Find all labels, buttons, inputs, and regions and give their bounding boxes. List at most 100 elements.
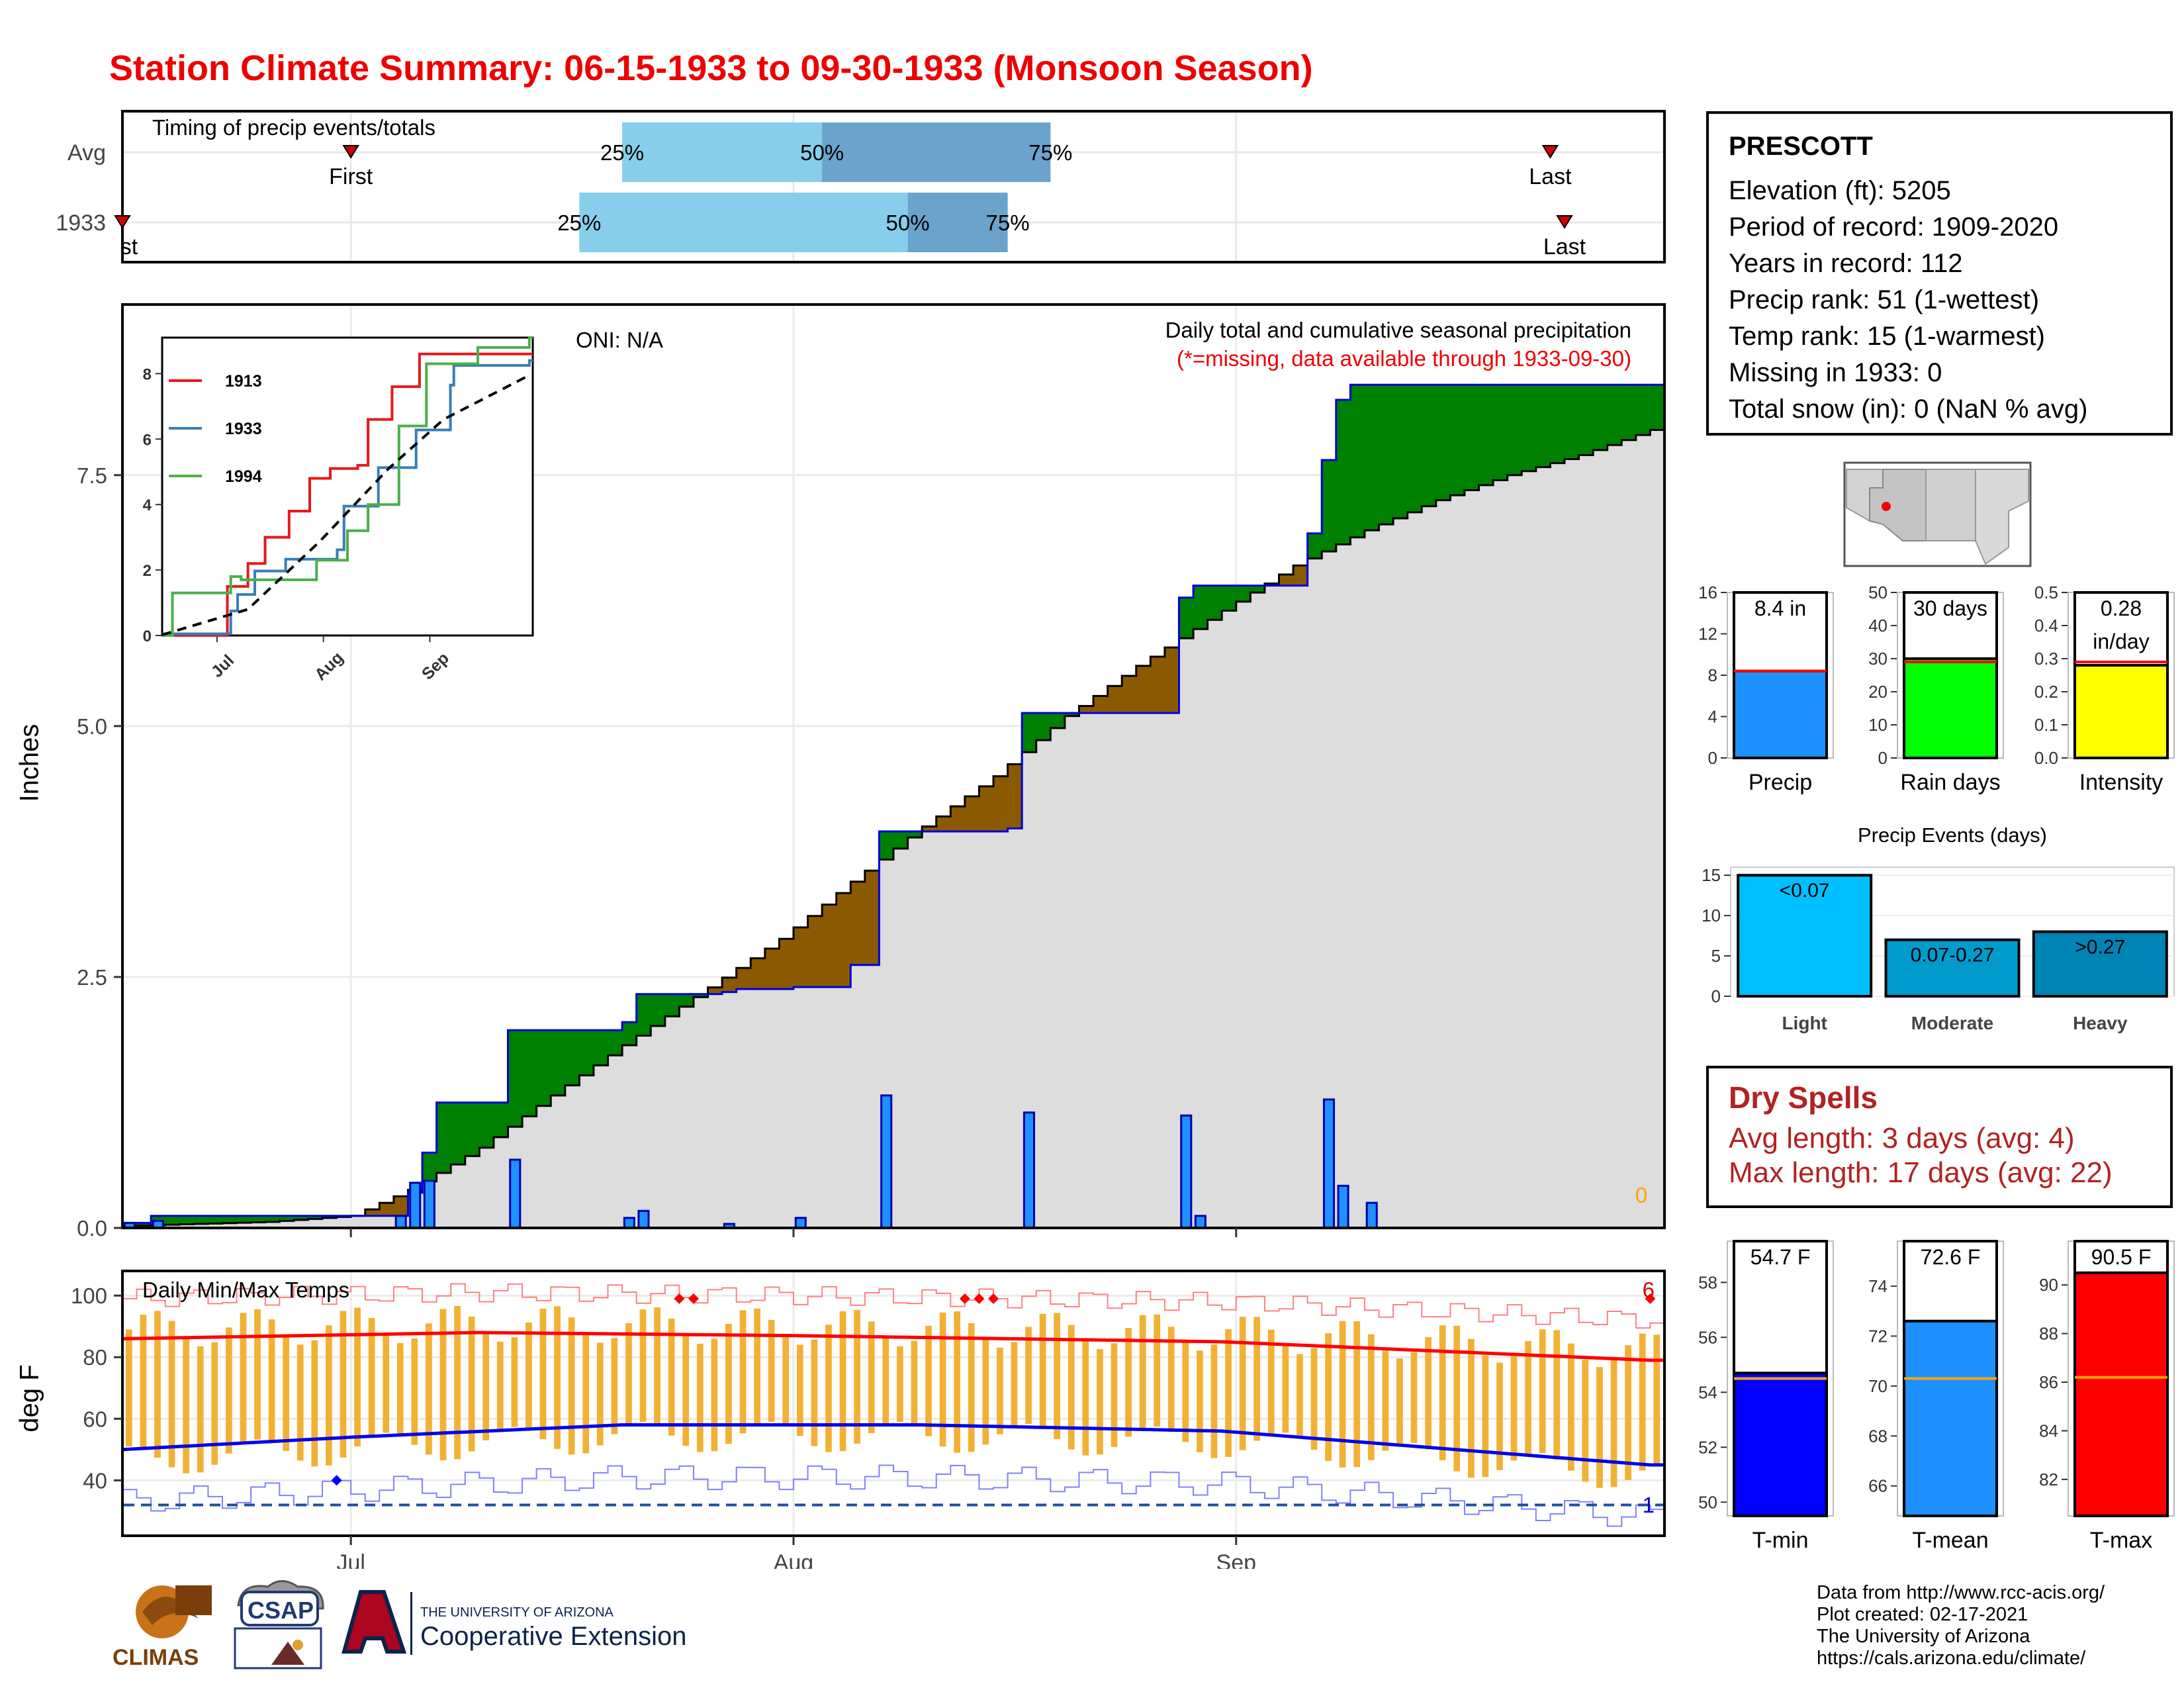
surplus-area	[1650, 385, 1665, 430]
timing-q50-q75-bar	[907, 193, 1008, 252]
timing-pct-label: 25%	[557, 211, 601, 235]
timing-row-label: Avg	[68, 140, 106, 165]
inset-avg-line	[161, 374, 530, 636]
daily-temp-range-bar	[1410, 1352, 1418, 1443]
daily-temp-range-bar	[639, 1309, 647, 1422]
small-y-tick-label: 72	[1868, 1326, 1888, 1346]
last-event-marker	[1556, 215, 1573, 229]
small-y-tick-label: 50	[1698, 1492, 1717, 1512]
daily-temp-range-bar	[1425, 1336, 1432, 1450]
surplus-area	[551, 1030, 566, 1096]
credit-line: https://cals.arizona.edu/climate/	[1817, 1648, 2086, 1669]
surplus-area	[1207, 585, 1222, 620]
surplus-area	[593, 1030, 609, 1066]
events-bar-label: <0.07	[1780, 880, 1830, 902]
inset-y-tick-label: 8	[143, 365, 152, 383]
surplus-area	[308, 1215, 323, 1219]
small-y-tick-label: 30	[1868, 649, 1888, 669]
last-event-marker	[1541, 145, 1559, 159]
oni-label: ONI: N/A	[576, 328, 663, 352]
timing-q25-q50-bar	[579, 193, 908, 252]
surplus-area	[1493, 385, 1508, 481]
daily-temp-range-bar	[326, 1325, 332, 1466]
surplus-area	[1336, 400, 1351, 545]
avg-cumulative-line	[122, 429, 1664, 1227]
surplus-area	[1250, 585, 1265, 593]
small-y-tick-label: 84	[2039, 1421, 2058, 1440]
daily-temp-range-bar	[625, 1323, 632, 1425]
deficit-area	[1150, 656, 1165, 714]
daily-temp-range-bar	[1653, 1335, 1661, 1464]
daily-temp-range-bar	[368, 1317, 375, 1437]
daily-temp-range-bar	[1539, 1329, 1546, 1454]
credit-text: Data from http://www.rcc-acis.org/ Plot …	[1817, 1582, 2105, 1669]
daily-precip-bar	[794, 1217, 807, 1229]
station-line: Temp rank: 15 (1-warmest)	[1729, 322, 2045, 351]
station-line: Elevation (ft): 5205	[1729, 176, 1951, 205]
small-y-tick-label: 82	[2039, 1470, 2058, 1489]
surplus-area	[1193, 585, 1208, 630]
deficit-area	[922, 826, 937, 832]
daily-temp-range-bar	[1525, 1341, 1531, 1454]
deficit-area	[722, 977, 737, 992]
daily-temp-range-bar	[1310, 1348, 1318, 1450]
daily-temp-range-bar	[768, 1319, 775, 1422]
daily-temp-range-bar	[1197, 1350, 1203, 1452]
daily-temp-range-bar	[1225, 1329, 1232, 1457]
dry-spells-max: Max length: 17 days (avg: 22)	[1729, 1156, 2113, 1189]
surplus-area	[1635, 385, 1651, 436]
small-y-tick-label: 0	[1878, 748, 1888, 768]
small-y-tick-label: 86	[2039, 1372, 2058, 1392]
station-line: Period of record: 1909-2020	[1729, 212, 2059, 242]
daily-temp-range-bar	[340, 1311, 347, 1458]
station-line: Missing in 1933: 0	[1729, 358, 1942, 387]
deficit-area	[764, 948, 780, 990]
surplus-area	[1022, 713, 1037, 753]
daily-temp-range-bar	[1367, 1334, 1375, 1460]
climas-text: CLIMAS	[113, 1645, 199, 1670]
deficit-area	[822, 904, 837, 988]
deficit-area	[836, 893, 851, 988]
inset-series-line	[162, 352, 533, 637]
station-line: Total snow (in): 0 (NaN % avg)	[1729, 395, 2088, 424]
deficit-area	[736, 968, 751, 990]
first-event-marker	[342, 145, 359, 159]
timing-pct-label: 50%	[800, 140, 844, 165]
y-tick-label: 2.5	[77, 965, 107, 990]
inset-legend-label: 1933	[225, 420, 262, 438]
small-category-label: Precip	[1749, 770, 1812, 795]
deficit-area	[751, 958, 766, 990]
surplus-area	[565, 1030, 580, 1086]
deficit-area	[950, 806, 966, 832]
record-high-marker	[959, 1293, 970, 1304]
small-value-bar	[1903, 1319, 1998, 1518]
record-high-line	[122, 1283, 1664, 1329]
inset-y-tick-label: 4	[143, 496, 152, 514]
surplus-area	[522, 1030, 537, 1117]
daily-precip-bar	[637, 1209, 650, 1229]
first-event-label: First	[329, 164, 373, 189]
surplus-area	[165, 1215, 180, 1225]
credit-line: Plot created: 02-17-2021	[1817, 1604, 2028, 1625]
temp-x-tick-label: Aug	[774, 1550, 814, 1569]
daily-temp-range-bar	[1011, 1342, 1018, 1427]
events-category-label: Light	[1782, 1013, 1827, 1033]
y-tick-label: 7.5	[77, 463, 107, 488]
locator-map	[1843, 461, 2032, 567]
surplus-area	[1464, 385, 1480, 491]
surplus-area	[1607, 385, 1622, 445]
daily-temp-range-bar	[1610, 1360, 1617, 1487]
deficit-area	[707, 987, 723, 994]
daily-precip-bar	[1023, 1111, 1036, 1229]
inset-legend-label: 1994	[225, 467, 262, 486]
daily-temp-range-bar	[1039, 1313, 1046, 1429]
surplus-area	[1435, 385, 1451, 500]
daily-precip-bar	[409, 1182, 422, 1229]
temp-y-tick-label: 40	[83, 1468, 107, 1493]
small-category-label: Rain days	[1900, 770, 2000, 795]
inset-frame	[161, 336, 534, 637]
daily-temp-range-bar	[226, 1327, 232, 1454]
daily-precip-bar	[1365, 1201, 1378, 1229]
station-line: Precip rank: 51 (1-wettest)	[1729, 285, 2040, 314]
deficit-area	[1164, 647, 1179, 714]
